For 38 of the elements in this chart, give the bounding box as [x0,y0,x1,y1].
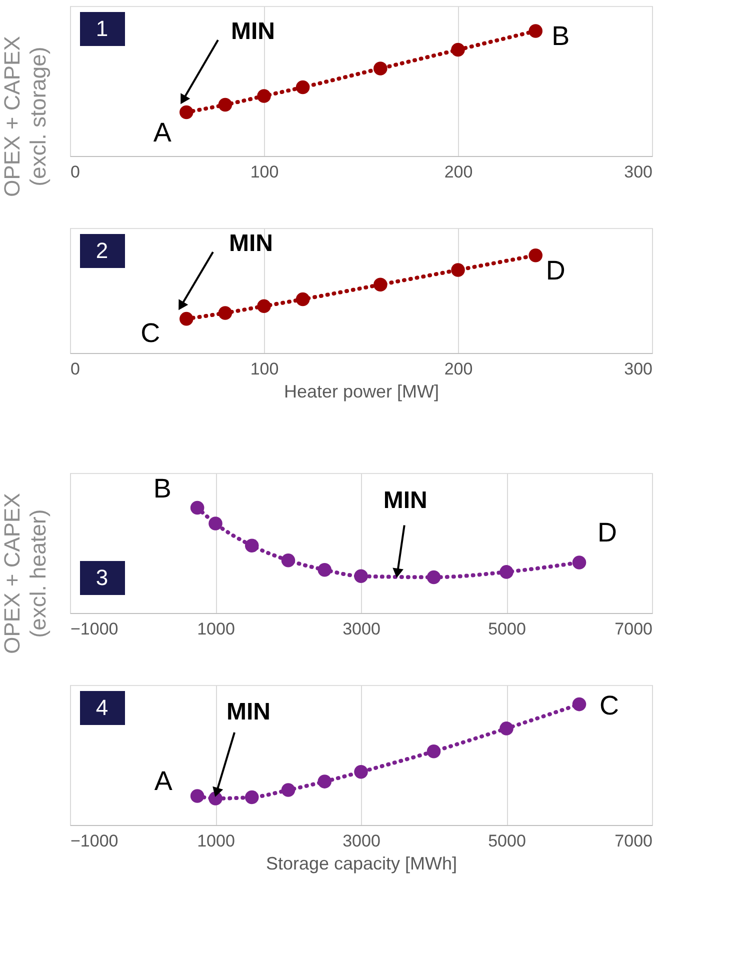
annotation: 2 [96,238,108,263]
annotation: MIN [226,698,270,726]
annotation: D [598,517,617,548]
annotation: C [140,318,160,348]
annotation: C [600,690,619,720]
x-axis-title: Heater power [MW] [284,382,440,402]
annotation: MIN [383,487,428,514]
x-tick-label: 0 [70,162,80,182]
x-tick-label: −1000 [70,620,118,638]
x-tick-label: 3000 [342,620,380,638]
annotation: 1 [96,16,108,41]
annotation: MIN [231,18,275,45]
annotation: B [552,21,570,51]
x-tick-label: 7000 [614,832,652,850]
x-tick-label: 100 [250,162,279,182]
annotation: 3 [96,565,108,590]
x-tick-label: 1000 [197,832,235,850]
x-tick-label: 200 [444,162,473,182]
x-tick-label: 5000 [488,620,526,638]
x-tick-label: 300 [624,360,652,378]
x-tick-label: 200 [444,360,473,378]
y-axis-title: OPEX + CAPEX (excl. heater) [0,492,50,654]
x-tick-label: 100 [250,360,279,378]
annotation: A [154,766,172,796]
annotation: MIN [229,230,273,257]
x-tick-label: 300 [624,162,652,182]
annotation: 4 [96,695,108,720]
annotation: B [153,474,172,504]
x-tick-label: 0 [70,360,80,378]
x-tick-label: −1000 [70,832,118,850]
x-tick-label: 5000 [488,832,526,850]
x-tick-label: 3000 [342,832,380,850]
annotation: A [153,117,172,148]
x-tick-label: 1000 [197,620,235,638]
annotation: D [546,255,566,286]
x-axis-title: Storage capacity [MWh] [266,854,458,874]
x-tick-label: 7000 [614,620,652,638]
y-axis-title: OPEX + CAPEX (excl. storage) [0,36,50,197]
